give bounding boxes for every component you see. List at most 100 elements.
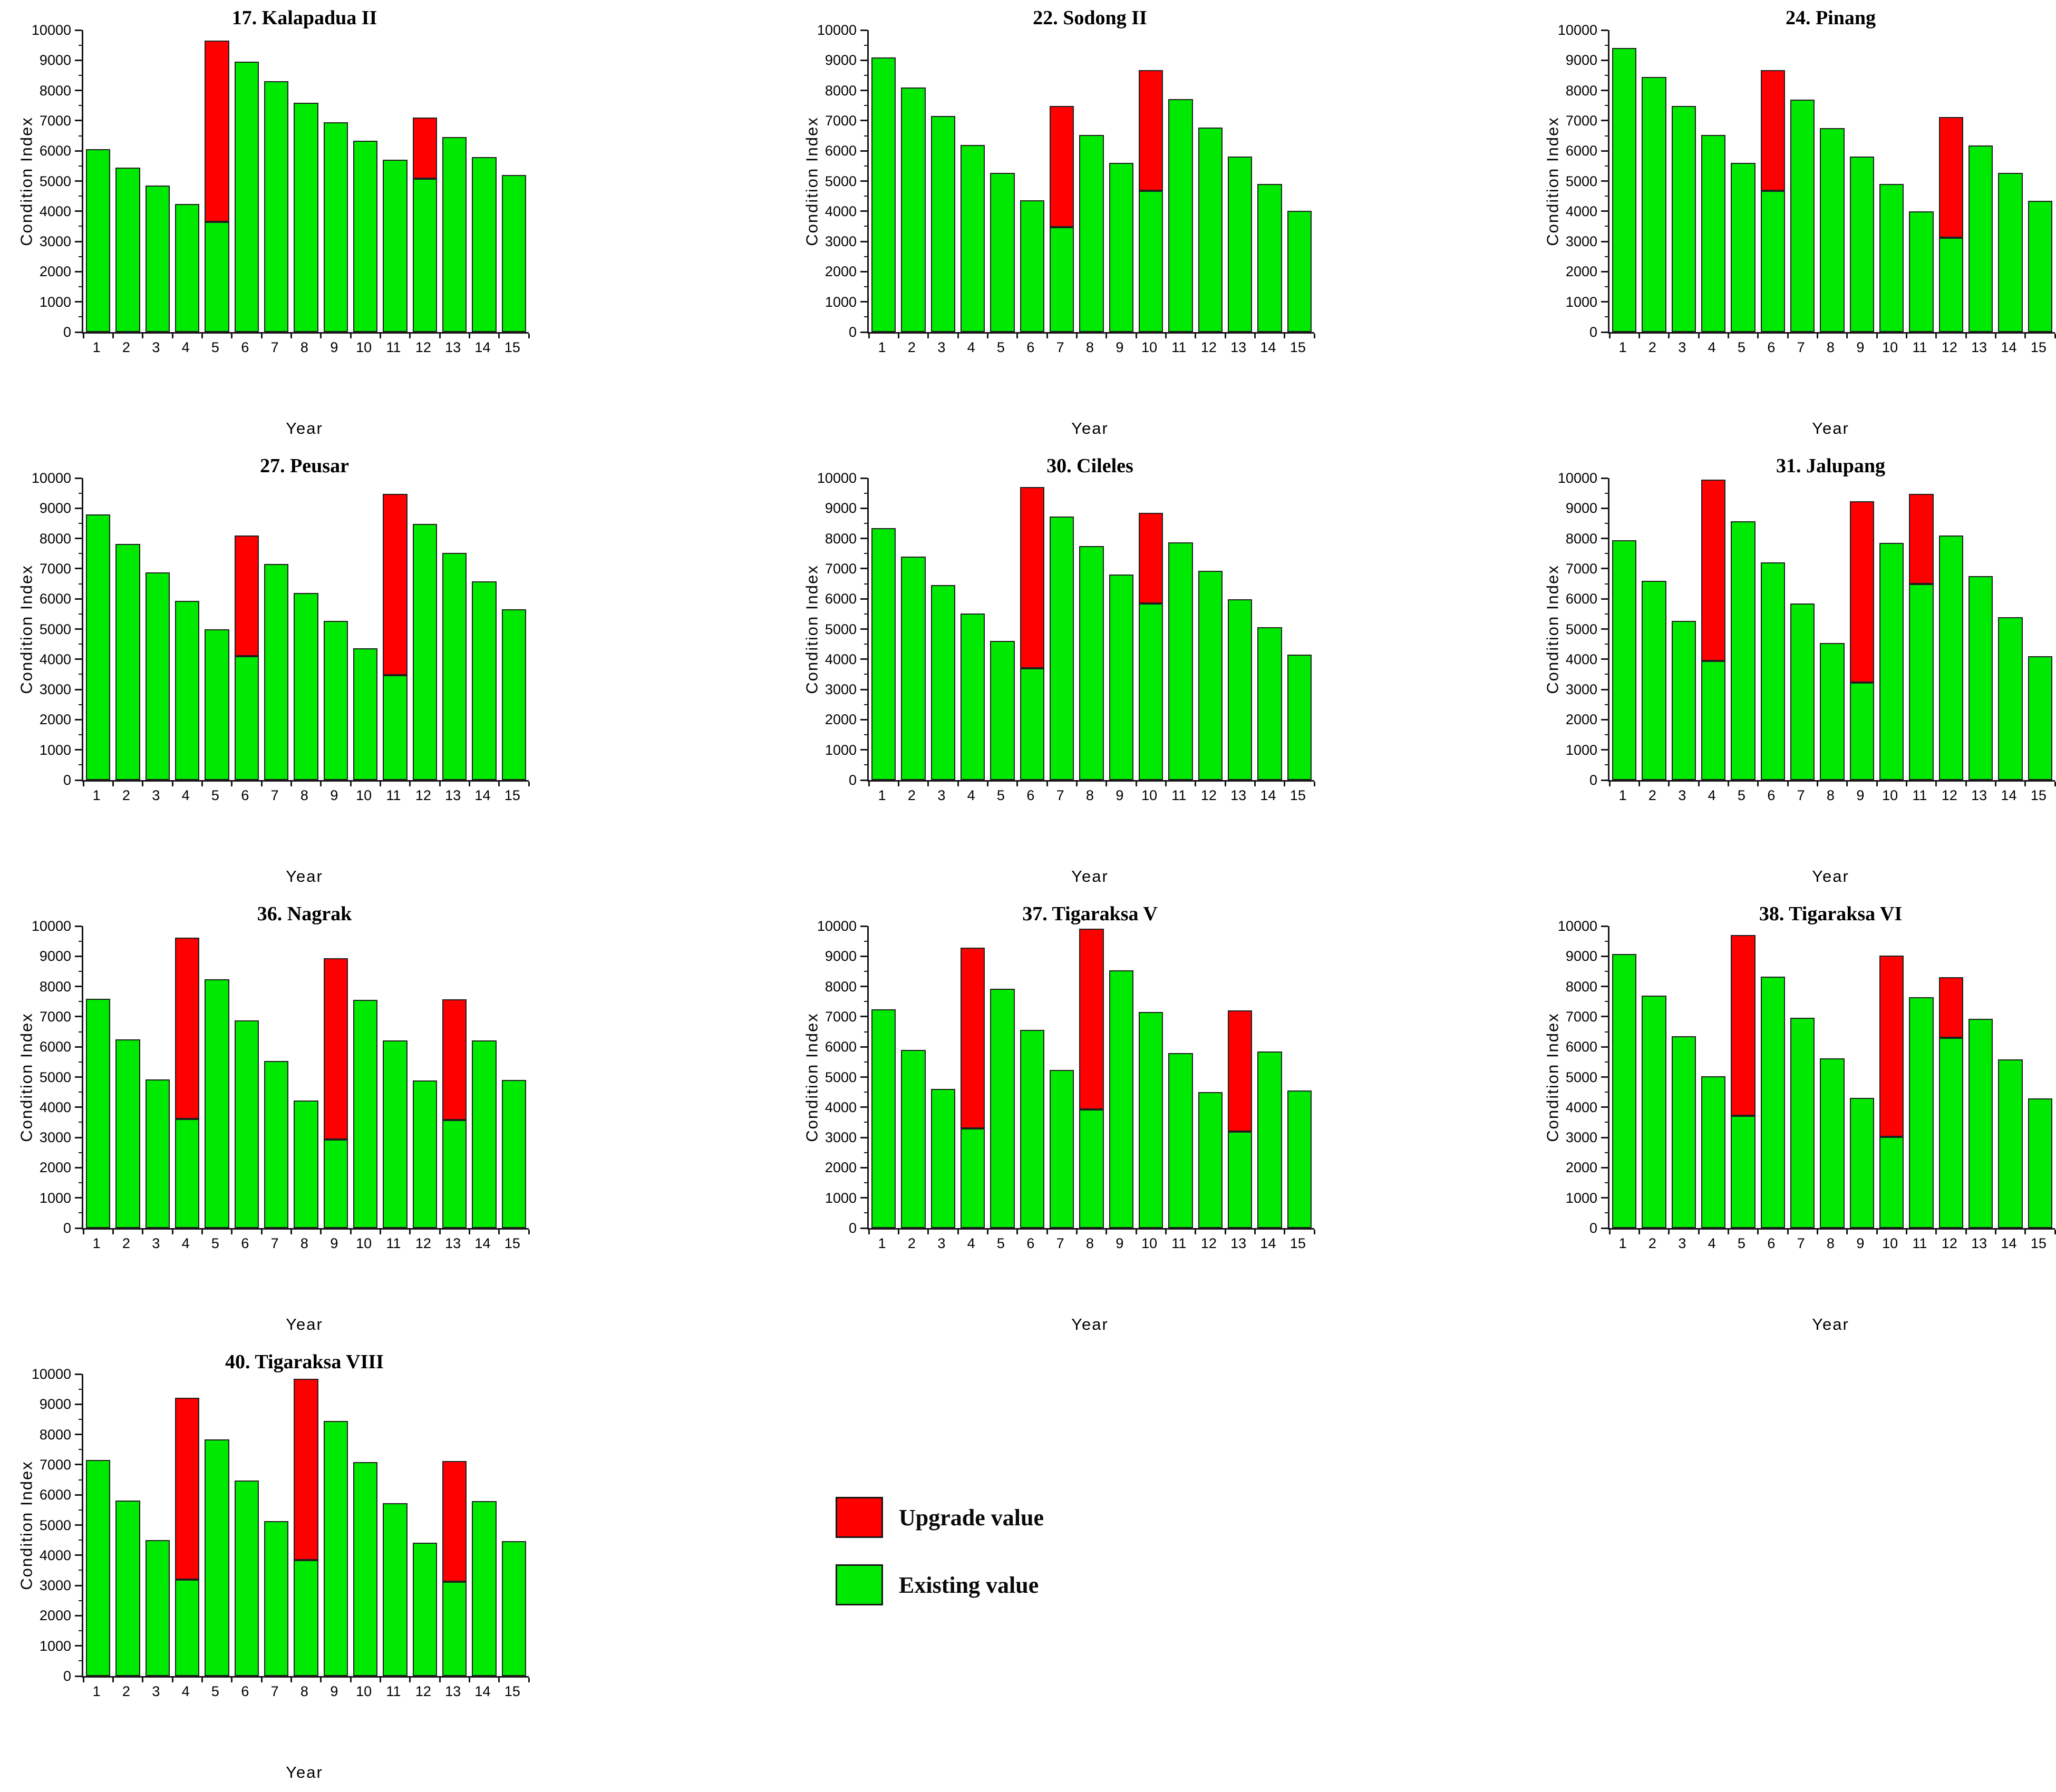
y-major-tick <box>860 1106 867 1108</box>
bar-existing-segment <box>1998 173 2023 332</box>
bar-existing-segment <box>501 1541 526 1676</box>
bar-year-2 <box>901 557 926 780</box>
bar-year-3 <box>145 572 170 780</box>
x-axis-tick <box>1046 782 1048 786</box>
y-major-tick <box>75 1434 82 1436</box>
x-tick-label: 1 <box>878 787 886 803</box>
bar-existing-segment <box>383 1503 408 1676</box>
x-axis-tick <box>1165 334 1167 338</box>
bar-existing-segment <box>1287 1090 1312 1228</box>
x-tick-label: 4 <box>1708 1235 1716 1251</box>
y-minor-tick <box>1605 644 1608 645</box>
x-axis-tick <box>498 1230 500 1234</box>
y-tick-label: 4000 <box>39 203 71 219</box>
plot-area <box>860 477 1315 786</box>
x-tick-label: 15 <box>1289 339 1306 355</box>
bar-year-8 <box>1079 928 1104 1228</box>
bar-year-9 <box>323 958 348 1228</box>
x-axis-tick <box>1698 334 1700 338</box>
y-tick-label: 1000 <box>39 1638 71 1654</box>
bar-year-14 <box>1257 1051 1282 1228</box>
x-tick-label: 5 <box>211 1683 219 1699</box>
y-tick-label: 5000 <box>39 1517 71 1533</box>
x-tick-label: 12 <box>415 339 431 355</box>
bar-year-5 <box>205 979 229 1228</box>
x-tick-label: 3 <box>937 339 946 355</box>
x-axis-tick <box>1313 782 1315 786</box>
bar-upgrade-segment <box>294 1379 318 1560</box>
y-minor-tick <box>1605 135 1608 137</box>
x-axis-tick <box>320 782 322 786</box>
y-minor-tick <box>1605 940 1608 942</box>
x-axis-tick <box>201 334 203 338</box>
x-tick-label: 7 <box>270 1235 279 1251</box>
x-tick-label: 4 <box>181 339 190 355</box>
y-major-tick <box>75 688 82 690</box>
chart-10: 40. Tigaraksa VIII Condition Index 0 1000 20… <box>0 1344 685 1792</box>
y-tick-label: 6000 <box>39 591 71 607</box>
bar-year-4 <box>175 1398 200 1676</box>
bar-existing-segment <box>1820 1058 1845 1228</box>
x-axis-tick <box>1284 334 1286 338</box>
x-axis-tick <box>1846 334 1848 338</box>
x-tick-label: 6 <box>1026 339 1035 355</box>
bar-existing-segment <box>175 601 200 780</box>
x-axis-label: Year <box>1071 1315 1109 1333</box>
x-axis-tick <box>350 1230 352 1234</box>
x-axis-tick <box>142 1678 144 1682</box>
y-major-tick <box>860 331 867 333</box>
x-tick-label: 9 <box>330 787 338 803</box>
x-axis-tick <box>2024 334 2026 338</box>
bar-existing-segment <box>1079 134 1104 332</box>
chart-3: 24. Pinang Condition Index 0 1000 2000 3000 40… <box>1371 0 2056 448</box>
x-tick-label: 2 <box>122 1683 130 1699</box>
bar-year-6 <box>1020 1030 1044 1228</box>
bar-year-5 <box>1731 521 1756 780</box>
y-major-tick <box>1601 1166 1608 1168</box>
y-major-tick <box>75 1106 82 1108</box>
bar-year-10 <box>353 141 378 332</box>
bar-upgrade-segment <box>1938 117 1963 238</box>
y-tick-label: 9000 <box>825 52 857 69</box>
y-minor-tick <box>1605 1182 1608 1184</box>
bar-year-1 <box>86 1460 111 1676</box>
x-axis-tick <box>957 782 959 786</box>
y-tick-label: 4000 <box>825 651 857 667</box>
y-minor-tick <box>1605 522 1608 524</box>
x-tick-label: 8 <box>1085 339 1094 355</box>
x-tick-label: 4 <box>967 787 975 803</box>
y-tick-label: 3000 <box>39 1577 71 1594</box>
bar-year-10 <box>1139 512 1163 780</box>
y-major-tick <box>1601 749 1608 751</box>
x-tick-label: 14 <box>2001 1235 2017 1251</box>
y-minor-tick <box>864 286 868 288</box>
y-minor-tick <box>864 105 868 106</box>
y-major-tick <box>1601 120 1608 122</box>
bar-year-8 <box>1079 546 1104 780</box>
y-major-tick <box>75 538 82 540</box>
y-minor-tick <box>864 522 868 524</box>
x-axis-tick <box>468 334 470 338</box>
bar-existing-segment <box>871 57 896 332</box>
x-axis-tick <box>1224 782 1226 786</box>
y-minor-tick <box>79 1540 82 1541</box>
x-axis-tick <box>439 782 441 786</box>
y-minor-tick <box>864 1001 868 1002</box>
y-minor-tick <box>1605 226 1608 227</box>
x-tick-label: 2 <box>122 1235 130 1251</box>
x-tick-label: 9 <box>1856 1235 1865 1251</box>
bar-year-11 <box>383 1040 408 1228</box>
bar-existing-segment <box>930 1089 955 1228</box>
bar-existing-segment <box>294 1560 318 1676</box>
x-axis-tick <box>986 334 988 338</box>
bar-upgrade-segment <box>1938 977 1963 1038</box>
y-tick-label: 9000 <box>39 948 71 965</box>
bar-year-5 <box>205 41 229 332</box>
x-tick-label: 10 <box>1141 787 1158 803</box>
bar-existing-segment <box>294 102 318 332</box>
bar-year-6 <box>1760 562 1785 780</box>
x-axis-tick <box>468 782 470 786</box>
x-axis-tick <box>498 334 500 338</box>
legend-cell: Upgrade value Existing value <box>685 1344 1371 1792</box>
y-minor-tick <box>79 1388 82 1390</box>
